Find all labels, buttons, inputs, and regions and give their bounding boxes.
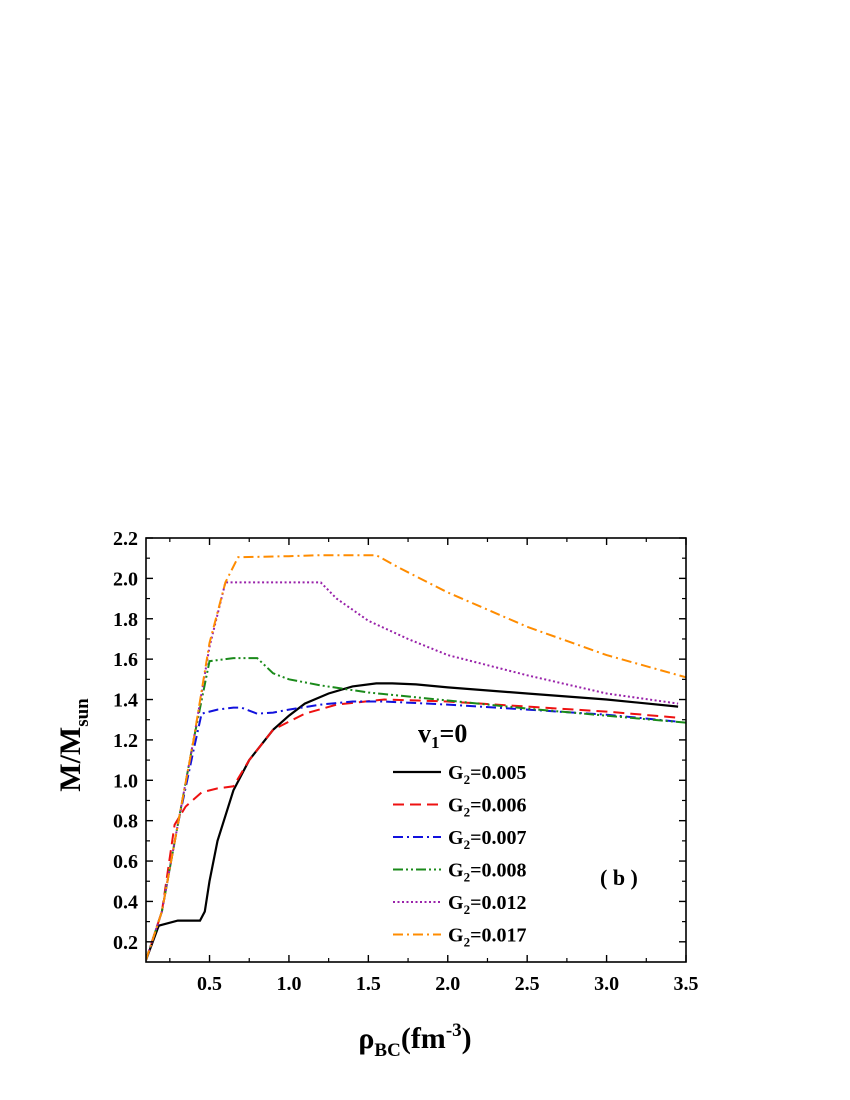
legend-entry-main: G (448, 860, 464, 882)
legend-entry-main: G (448, 925, 464, 947)
y-tick-label: 0.2 (113, 932, 138, 954)
series-line-1 (146, 682, 679, 961)
x-tick-label: 0.5 (197, 973, 222, 995)
legend-title-rest: =0 (440, 719, 468, 748)
legend-entry-4: G2=0.008 (448, 860, 526, 885)
y-axis-label-sub: sun (72, 698, 93, 727)
y-tick-label: 1.6 (113, 649, 138, 671)
x-tick-label: 2.0 (435, 973, 460, 995)
legend-entry-rest: =0.008 (470, 860, 526, 882)
x-axis-label-unit: (fm (401, 1022, 446, 1055)
legend: v1=0G2=0.005G2=0.006G2=0.007G2=0.008G2=0… (393, 719, 526, 950)
axes: 0.5 1.0 1.5 2.0 2.5 3.0 3.5 0.2 0.4 0.6 0.8 1.0 1.2 1… (113, 528, 699, 995)
legend-entry-sub: 2 (464, 902, 471, 917)
y-tick-label: 1.2 (113, 730, 138, 752)
y-tick-label: 2.2 (113, 528, 138, 550)
legend-entry-6: G2=0.017 (448, 925, 526, 950)
y-tick-label: 1.0 (113, 770, 138, 792)
legend-entry-main: G (448, 892, 464, 914)
y-tick-label: 0.4 (113, 891, 138, 913)
y-axis-label: M/Msun (54, 698, 93, 792)
legend-entry-rest: =0.005 (470, 762, 526, 784)
legend-entry-3: G2=0.007 (448, 827, 526, 852)
y-tick-label: 0.6 (113, 851, 138, 873)
y-tick-label: 1.8 (113, 609, 138, 631)
plot-area (146, 554, 686, 961)
x-axis-label-close: ) (462, 1022, 472, 1055)
x-axis-label-sub: BC (374, 1040, 400, 1061)
series-line-3 (146, 700, 679, 961)
legend-entry-sub: 2 (464, 772, 471, 787)
x-tick-label: 3.0 (594, 973, 619, 995)
legend-title: v1=0 (418, 719, 467, 752)
x-tick-label: 2.5 (515, 973, 540, 995)
legend-title-sub: 1 (431, 733, 440, 752)
legend-entry-main: G (448, 795, 464, 817)
legend-entry-sub: 2 (464, 837, 471, 852)
legend-entry-sub: 2 (464, 870, 471, 885)
legend-entry-main: G (448, 762, 464, 784)
legend-entry-rest: =0.017 (470, 925, 526, 947)
legend-entry-rest: =0.007 (470, 827, 526, 849)
legend-entry-1: G2=0.005 (448, 762, 526, 787)
legend-entry-rest: =0.006 (470, 795, 526, 817)
x-tick-label: 1.5 (356, 973, 381, 995)
legend-entry-sub: 2 (464, 805, 471, 820)
y-tick-label: 1.4 (113, 690, 138, 712)
y-tick-label: 0.8 (113, 811, 138, 833)
panel-label: ( b ) (600, 865, 638, 890)
legend-entry-sub: 2 (464, 935, 471, 950)
plot-frame (145, 537, 687, 963)
y-tick-label: 2.0 (113, 568, 138, 590)
series-line-2 (146, 698, 679, 961)
y-axis-label-main: M/M (54, 727, 87, 792)
legend-entry-2: G2=0.006 (448, 795, 526, 820)
legend-title-main: v (418, 719, 431, 748)
x-axis-label: ρBC(fm-3) (358, 1020, 471, 1061)
legend-entry-main: G (448, 827, 464, 849)
x-axis-label-exp: -3 (446, 1020, 462, 1041)
legend-entry-rest: =0.012 (470, 892, 526, 914)
x-axis-label-main: ρ (358, 1022, 374, 1055)
x-tick-label: 3.5 (674, 973, 699, 995)
series-line-6 (146, 554, 686, 961)
x-tick-label: 1.0 (276, 973, 301, 995)
legend-entry-5: G2=0.012 (448, 892, 526, 917)
